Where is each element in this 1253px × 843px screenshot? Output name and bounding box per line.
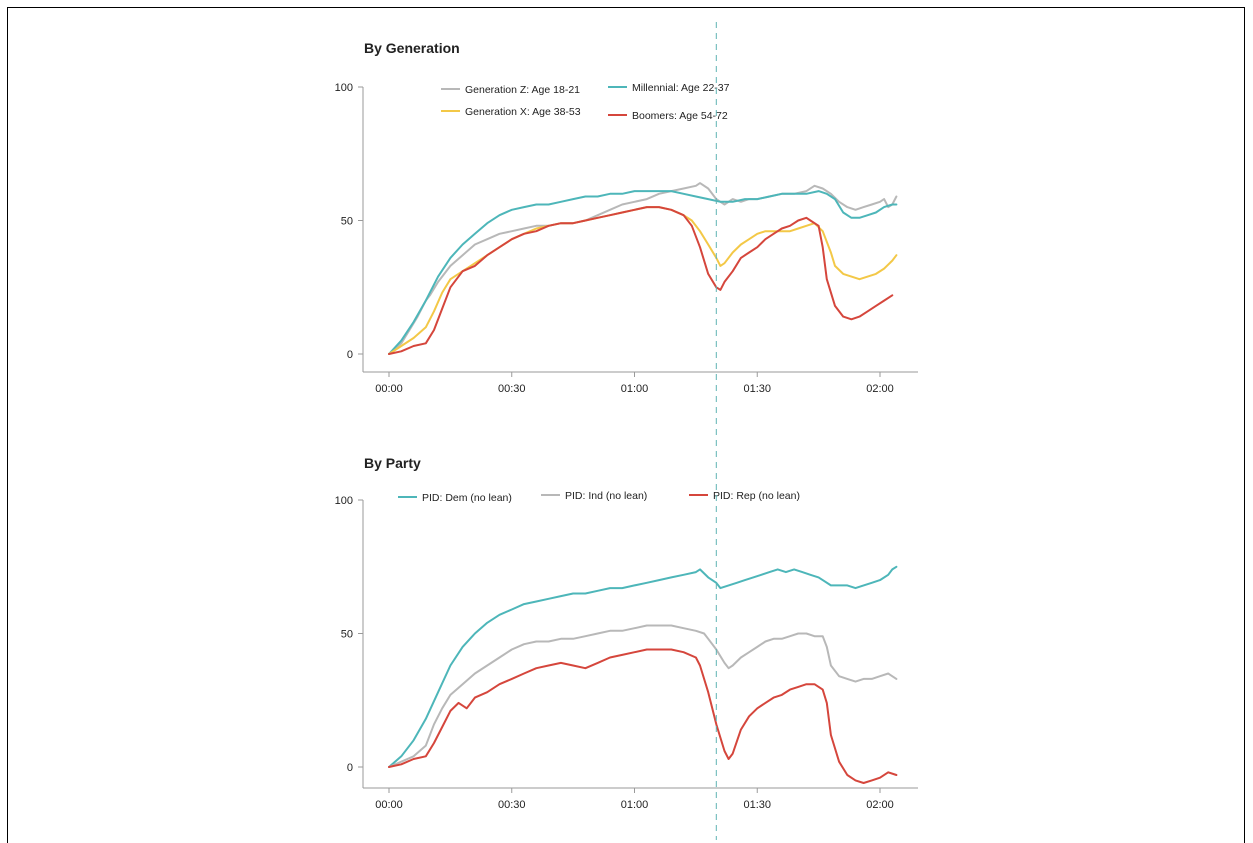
- x-tick-label: 00:30: [498, 799, 526, 811]
- y-tick-label: 0: [347, 762, 353, 774]
- y-tick-label: 100: [335, 495, 353, 507]
- x-tick-label: 02:00: [866, 383, 894, 395]
- series-line-2: [389, 626, 896, 768]
- x-tick-label: 00:30: [498, 383, 526, 395]
- x-tick-label: 01:00: [621, 799, 649, 811]
- panel-title: By Party: [364, 455, 421, 471]
- legend-label: PID: Ind (no lean): [565, 490, 647, 502]
- legend-label: Millennial: Age 22-37: [632, 82, 730, 94]
- series-line-1: [389, 567, 896, 767]
- x-tick-label: 01:00: [621, 383, 649, 395]
- series-lines: [389, 567, 896, 783]
- series-line-2: [389, 191, 896, 354]
- legend-label: PID: Dem (no lean): [422, 492, 512, 504]
- legend-label: Boomers: Age 54-72: [632, 110, 728, 122]
- series-lines: [389, 183, 896, 354]
- x-tick-label: 01:30: [743, 799, 771, 811]
- panel-title: By Generation: [364, 40, 460, 56]
- x-tick-label: 01:30: [743, 383, 771, 395]
- axes: [358, 500, 918, 793]
- legend: PID: Dem (no lean) PID: Ind (no lean) PID:…: [398, 490, 800, 504]
- chart-panel-by-party: By Party 0 50 100 00:00 00:30 01:00 01:30 02:00…: [335, 455, 918, 811]
- tick-labels: 0 50 100 00:00 00:30 01:00 01:30 02:00: [335, 495, 894, 811]
- x-tick-label: 00:00: [375, 383, 403, 395]
- axes: [358, 87, 918, 377]
- y-tick-label: 50: [341, 216, 353, 228]
- y-tick-label: 100: [335, 82, 353, 94]
- legend-label: Generation X: Age 38-53: [465, 106, 581, 118]
- legend: Generation Z: Age 18-21 Millennial: Age 2…: [441, 82, 730, 122]
- y-tick-label: 50: [341, 629, 353, 641]
- x-tick-label: 00:00: [375, 799, 403, 811]
- x-tick-label: 02:00: [866, 799, 894, 811]
- series-line-4: [389, 207, 892, 354]
- y-tick-label: 0: [347, 349, 353, 361]
- legend-label: Generation Z: Age 18-21: [465, 84, 580, 96]
- chart-panel-by-generation: By Generation 0 50 100 00:00 00:30 01:00 01:30…: [335, 40, 918, 395]
- series-line-3: [389, 207, 896, 354]
- legend-label: PID: Rep (no lean): [713, 490, 800, 502]
- series-line-3: [389, 650, 896, 784]
- tick-labels: 0 50 100 00:00 00:30 01:00 01:30 02:00: [335, 82, 894, 395]
